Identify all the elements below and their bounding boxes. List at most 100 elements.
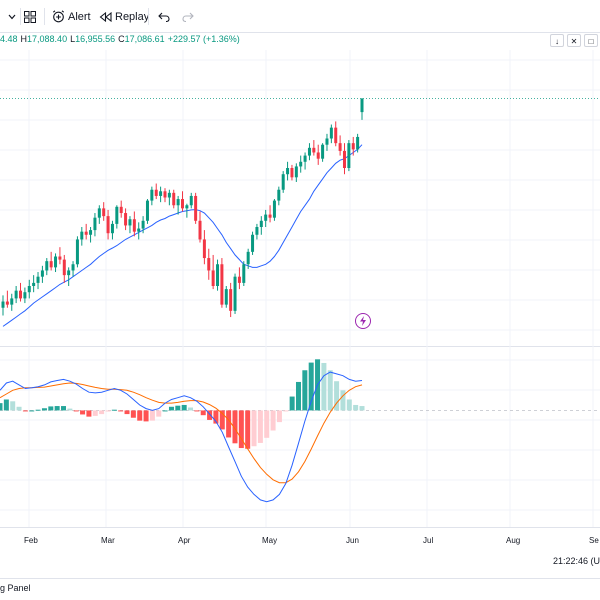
- candle-body: [67, 270, 71, 276]
- candle-body: [159, 191, 163, 196]
- trading-panel-tab[interactable]: g Panel: [0, 583, 31, 593]
- macd-histogram-bar: [92, 410, 98, 416]
- macd-histogram-bar: [0, 403, 3, 411]
- macd-histogram-bar: [67, 408, 73, 411]
- macd-histogram-bar: [257, 410, 263, 443]
- candle-body: [106, 216, 110, 234]
- macd-histogram-bar: [283, 410, 289, 412]
- candle-body: [272, 200, 276, 218]
- candle-body: [338, 143, 342, 151]
- candle-body: [45, 261, 49, 271]
- undo-icon[interactable]: [158, 0, 170, 33]
- time-axis-label: Feb: [24, 536, 38, 545]
- candle-body: [124, 213, 128, 226]
- candle-body: [316, 152, 320, 159]
- macd-histogram-bar: [207, 410, 213, 420]
- macd-histogram-bar: [168, 406, 174, 411]
- candle-body: [119, 206, 123, 214]
- time-axis-label: Apr: [178, 536, 191, 545]
- candle-body: [172, 192, 176, 206]
- ohlc-high-value: 17,088.40: [27, 34, 68, 44]
- candle-body: [251, 234, 255, 252]
- candle-body: [32, 282, 36, 286]
- candle-body: [307, 147, 311, 156]
- macd-histogram-bar: [41, 408, 47, 411]
- candle-body: [286, 168, 290, 175]
- macd-histogram-bar: [54, 406, 60, 411]
- candle-body: [40, 270, 44, 277]
- candle-body: [246, 251, 250, 265]
- macd-histogram-bar: [80, 410, 86, 415]
- candle-body: [189, 195, 193, 206]
- macd-histogram-bar: [175, 405, 181, 411]
- candle-body: [325, 138, 329, 145]
- candle-body: [14, 290, 18, 299]
- pane-divider[interactable]: [0, 346, 600, 347]
- macd-histogram-bar: [308, 362, 314, 411]
- candle-body: [141, 220, 145, 229]
- candle-body: [167, 192, 171, 198]
- candle-body: [97, 208, 101, 218]
- macd-histogram-bar: [143, 410, 149, 422]
- macd-histogram-bar: [302, 370, 308, 411]
- candle-body: [75, 239, 79, 265]
- scroll-down-icon[interactable]: ↓: [550, 34, 564, 47]
- macd-histogram-bar: [118, 410, 124, 412]
- clock-readout[interactable]: 21:22:46 (U: [552, 556, 600, 566]
- macd-histogram-bar: [29, 410, 35, 412]
- time-axis-label: Aug: [506, 536, 521, 545]
- redo-icon[interactable]: [182, 0, 194, 33]
- macd-histogram-bar: [238, 410, 244, 449]
- maximize-icon[interactable]: □: [584, 34, 598, 47]
- toolbar-separator: [148, 8, 149, 25]
- candle-body: [334, 127, 338, 144]
- candle-body: [360, 98, 364, 113]
- macd-histogram-bar: [156, 410, 162, 417]
- lightning-icon[interactable]: [355, 313, 371, 329]
- macd-histogram-bar: [162, 410, 168, 412]
- candle-body: [181, 199, 184, 209]
- collapse-icon[interactable]: ✕: [567, 34, 581, 47]
- time-axis-label: Mar: [101, 536, 115, 545]
- replay-button[interactable]: Replay: [99, 0, 149, 33]
- macd-histogram-bar: [86, 410, 92, 417]
- macd-histogram-bar: [359, 406, 365, 411]
- layout-grid-icon[interactable]: [24, 0, 36, 33]
- candle-body: [128, 219, 132, 226]
- macd-histogram-bar: [276, 410, 282, 423]
- alert-button[interactable]: Alert: [52, 0, 91, 33]
- candle-body: [10, 298, 14, 305]
- macd-histogram-bar: [105, 410, 111, 412]
- candle-body: [132, 219, 136, 232]
- alarm-clock-plus-icon: [52, 10, 65, 23]
- macd-histogram-bar: [22, 410, 28, 412]
- candle-body: [299, 161, 303, 167]
- macd-histogram-bar: [137, 410, 143, 421]
- time-axis-border: [0, 527, 600, 528]
- candle-body: [264, 214, 268, 221]
- bottom-bar: [0, 578, 600, 600]
- macd-histogram-bar: [188, 407, 194, 411]
- candle-body: [176, 199, 180, 206]
- candle-body: [23, 292, 27, 299]
- macd-histogram-bar: [16, 406, 22, 411]
- macd-histogram-bar: [219, 410, 225, 430]
- macd-histogram-bar: [200, 410, 206, 416]
- chevron-down-icon[interactable]: [8, 0, 16, 33]
- candle-body: [71, 264, 75, 271]
- candle-body: [207, 258, 211, 271]
- candle-body: [268, 214, 272, 218]
- candle-body: [19, 290, 23, 299]
- candle-body: [115, 206, 119, 224]
- macd-histogram-bar: [346, 399, 352, 411]
- macd-histogram-bar: [10, 401, 16, 411]
- candle-body: [80, 231, 84, 240]
- candle-body: [198, 220, 202, 240]
- alert-label: Alert: [68, 10, 91, 23]
- candle-body: [110, 223, 114, 234]
- candle-body: [202, 239, 206, 259]
- candle-body: [5, 301, 9, 305]
- macd-histogram-bar: [264, 410, 270, 438]
- candle-body: [89, 230, 93, 235]
